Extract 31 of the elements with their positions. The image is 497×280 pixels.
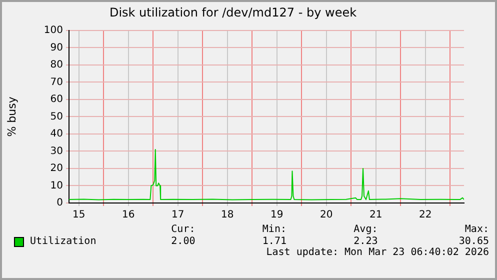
y-tick-label: 10 — [50, 180, 63, 192]
x-tick-label: 15 — [72, 210, 86, 221]
y-axis-title: % busy — [5, 96, 18, 137]
x-tick-label: 18 — [221, 210, 234, 221]
y-tick-label: 20 — [50, 163, 63, 174]
text: 1.71 — [261, 236, 288, 247]
text: 2.23 — [352, 236, 379, 247]
y-tick-label: 90 — [50, 42, 63, 54]
y-tick-label: 50 — [50, 111, 63, 122]
text: 30.65 — [458, 236, 489, 247]
x-tick-label: 21 — [370, 210, 382, 221]
text: Max: — [464, 224, 489, 235]
x-tick-label: 17 — [172, 210, 184, 221]
x-tick-label: 16 — [122, 210, 135, 221]
text: Min: — [261, 224, 288, 235]
y-tick-label: 60 — [50, 94, 63, 106]
x-tick-label: 20 — [320, 210, 333, 221]
y-tick-label: 80 — [50, 60, 63, 71]
x-tick-label: 22 — [419, 210, 432, 221]
chart-title: Disk utilization for /dev/md127 - by week — [109, 5, 357, 20]
y-tick-label: 40 — [50, 128, 63, 140]
text: 2.00 — [170, 236, 196, 247]
text: Avg: — [352, 224, 379, 235]
y-tick-label: 0 — [56, 198, 63, 209]
y-tick-label: 30 — [50, 146, 63, 157]
legend-label: Utilization — [30, 236, 96, 247]
y-tick-label: 100 — [44, 24, 63, 36]
text: Last update: Mon Mar 23 06:40:02 2026 — [265, 247, 490, 258]
x-tick-label: 19 — [270, 210, 284, 221]
text: Cur: — [170, 224, 196, 235]
y-tick-label: 70 — [50, 76, 63, 88]
